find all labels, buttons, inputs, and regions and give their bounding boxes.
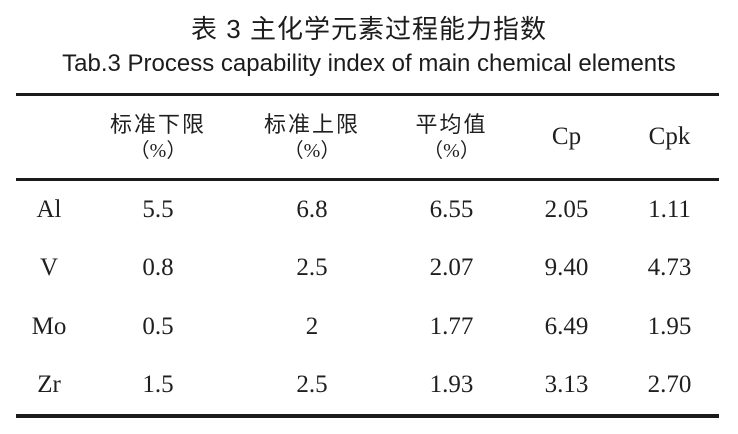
table-caption-english: Tab.3 Process capability index of main c… [62,50,676,77]
col-header-mean-unit: （%） [423,139,480,162]
col-header-upper-limit-unit: （%） [283,139,341,162]
table-body: Al 5.5 6.8 6.55 2.05 1.11 V 0.8 2.5 2.07… [16,180,719,416]
col-header-mean: 平均值 （%） [390,95,513,180]
col-header-cpk-label: Cpk [648,123,691,150]
value-cell: 6.55 [429,195,474,223]
value-cell: 1.11 [648,195,691,223]
col-header-cp-label: Cp [551,123,582,150]
col-header-element [16,95,82,180]
element-cell: Al [36,195,62,223]
value-cell: 2.5 [296,371,328,398]
table-header: 标准下限 （%） 标准上限 （%） 平均值 （%） Cp Cpk [16,95,719,180]
value-cell: 1.77 [429,313,474,340]
table-row-mo: Mo 0.5 2 1.77 6.49 1.95 [16,298,719,357]
value-cell: 4.73 [647,254,692,281]
value-cell: 2.5 [296,254,328,281]
value-cell: 1.93 [429,371,474,398]
col-header-upper-limit: 标准上限 （%） [234,95,390,180]
value-cell: 2.70 [647,371,692,398]
element-cell: V [39,254,59,281]
value-cell: 9.40 [544,254,589,281]
col-header-mean-label: 平均值 [415,111,488,137]
col-header-lower-limit-unit: （%） [129,139,187,162]
value-cell: 2.07 [429,254,474,281]
process-capability-table: 标准下限 （%） 标准上限 （%） 平均值 （%） Cp Cpk [16,93,719,418]
value-cell: 6.49 [544,313,589,340]
col-header-lower-limit-label: 标准下限 [109,111,206,137]
value-cell: 0.5 [142,313,174,340]
value-cell: 1.95 [647,313,692,340]
table-row-v: V 0.8 2.5 2.07 9.40 4.73 [16,239,719,298]
col-header-upper-limit-label: 标准上限 [263,111,360,137]
col-header-cpk: Cpk [620,95,719,180]
value-cell: 2.05 [544,195,589,223]
value-cell: 1.5 [142,371,174,398]
table-row-zr: Zr 1.5 2.5 1.93 3.13 2.70 [16,357,719,416]
element-cell: Mo [31,313,67,340]
element-cell: Zr [37,371,61,398]
table-row-al: Al 5.5 6.8 6.55 2.05 1.11 [16,180,719,239]
col-header-lower-limit: 标准下限 （%） [82,95,234,180]
header-row: 标准下限 （%） 标准上限 （%） 平均值 （%） Cp Cpk [16,95,719,180]
value-cell: 5.5 [142,195,174,223]
value-cell: 3.13 [544,371,589,398]
value-cell: 2 [305,313,319,340]
value-cell: 0.8 [142,254,174,281]
col-header-cp: Cp [513,95,620,180]
value-cell: 6.8 [296,195,328,223]
table-caption-chinese: 表 3 主化学元素过程能力指数 [191,14,547,44]
